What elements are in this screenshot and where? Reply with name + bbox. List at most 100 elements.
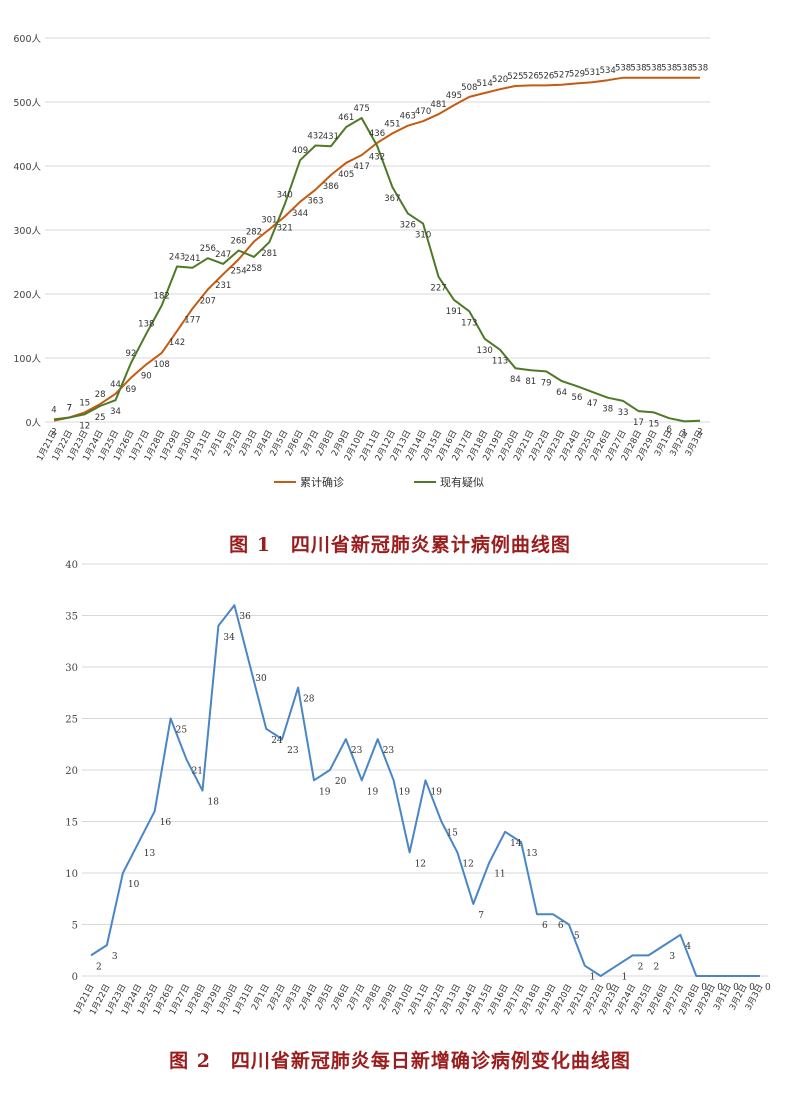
data-label: 11 — [494, 870, 505, 880]
data-label: 14 — [510, 839, 522, 849]
data-label: 47 — [587, 399, 598, 409]
data-label: 0 — [765, 983, 771, 993]
data-label: 470 — [415, 107, 431, 117]
legend-label-0: 累计确诊 — [300, 475, 344, 489]
y-tick-label: 600人 — [13, 34, 41, 45]
data-label: 23 — [383, 746, 395, 756]
data-label: 431 — [323, 132, 339, 142]
y-tick-label: 0 — [72, 972, 78, 983]
data-label: 113 — [492, 357, 508, 367]
data-label: 36 — [239, 612, 251, 622]
data-label: 19 — [319, 787, 331, 797]
data-label: 508 — [461, 83, 477, 93]
data-label: 2 — [697, 428, 702, 438]
y-tick-label: 25 — [65, 715, 78, 726]
data-label: 2 — [638, 962, 644, 972]
data-label: 4 — [51, 405, 56, 415]
data-label: 310 — [415, 231, 431, 241]
data-label: 7 — [67, 404, 72, 414]
data-label: 321 — [277, 224, 293, 234]
y-tick-label: 10 — [65, 869, 78, 880]
data-label: 514 — [477, 79, 493, 89]
data-label: 538 — [615, 64, 631, 74]
data-label: 254 — [230, 266, 246, 276]
data-label: 241 — [184, 254, 200, 264]
chart-1-caption: 图 1 四川省新冠肺炎累计病例曲线图 — [229, 534, 571, 556]
data-label: 84 — [510, 375, 521, 385]
data-label: 451 — [384, 119, 400, 129]
data-label: 25 — [95, 413, 106, 423]
data-label: 531 — [584, 68, 600, 78]
data-label: 12 — [462, 859, 473, 869]
data-label: 538 — [692, 64, 708, 74]
data-label: 130 — [477, 346, 493, 356]
chart-cumulative: 0人100人200人300人400人500人600人1月21日1月22日1月23… — [13, 34, 710, 489]
data-label: 417 — [354, 162, 370, 172]
data-label: 409 — [292, 146, 308, 156]
data-label: 30 — [255, 674, 267, 684]
chart-2-caption: 图 2 四川省新冠肺炎每日新增确诊病例变化曲线图 — [169, 1050, 631, 1072]
data-label: 256 — [200, 244, 216, 254]
data-label: 182 — [154, 292, 170, 302]
series-line-0 — [90, 604, 760, 977]
series-line-0 — [53, 76, 700, 422]
y-tick-label: 200人 — [13, 290, 41, 301]
y-tick-label: 100人 — [13, 354, 41, 365]
data-label: 6 — [558, 921, 564, 931]
data-label: 3 — [112, 952, 118, 962]
y-tick-label: 20 — [65, 766, 78, 777]
data-label: 81 — [525, 377, 536, 387]
data-label: 481 — [430, 100, 446, 110]
data-label: 23 — [351, 746, 363, 756]
data-label: 0 — [749, 983, 755, 993]
data-label: 247 — [215, 250, 231, 260]
data-label: 12 — [79, 421, 90, 431]
data-label: 526 — [538, 71, 554, 81]
y-tick-label: 300人 — [13, 226, 41, 237]
chart-daily-new: 05101520253035401月21日1月22日1月23日1月24日1月25… — [65, 560, 771, 1017]
data-label: 10 — [128, 880, 140, 890]
data-label: 12 — [415, 859, 426, 869]
y-tick-label: 15 — [65, 818, 78, 829]
data-label: 69 — [125, 385, 136, 395]
data-label: 38 — [602, 405, 613, 415]
data-label: 520 — [492, 75, 508, 85]
data-label: 432 — [369, 153, 385, 163]
data-label: 79 — [541, 378, 552, 388]
data-label: 538 — [646, 64, 662, 74]
data-label: 326 — [400, 220, 416, 230]
data-label: 0 — [717, 983, 723, 993]
data-label: 6 — [542, 921, 548, 931]
data-label: 2 — [51, 428, 56, 438]
data-label: 92 — [125, 349, 136, 359]
data-label: 56 — [572, 393, 583, 403]
data-label: 21 — [192, 767, 203, 777]
data-label: 108 — [154, 360, 170, 370]
series-line-1 — [53, 117, 701, 423]
data-label: 495 — [446, 91, 462, 101]
y-tick-label: 30 — [65, 663, 78, 674]
data-label: 2 — [654, 962, 660, 972]
data-label: 17 — [633, 418, 644, 428]
data-label: 461 — [338, 113, 354, 123]
data-label: 7 — [478, 911, 484, 921]
data-label: 340 — [277, 190, 293, 200]
data-label: 191 — [446, 307, 462, 317]
data-label: 463 — [400, 112, 416, 122]
data-label: 301 — [261, 215, 277, 225]
data-label: 527 — [553, 71, 569, 81]
data-label: 475 — [354, 104, 370, 114]
data-label: 243 — [169, 252, 185, 262]
data-label: 525 — [507, 72, 523, 82]
y-tick-label: 500人 — [13, 98, 41, 109]
data-label: 19 — [399, 787, 411, 797]
data-label: 207 — [200, 297, 216, 307]
data-label: 1 — [590, 973, 596, 983]
data-label: 538 — [630, 64, 646, 74]
data-label: 436 — [369, 129, 385, 139]
data-label: 16 — [160, 818, 172, 828]
data-label: 367 — [384, 194, 400, 204]
data-label: 34 — [110, 407, 121, 417]
y-tick-label: 35 — [65, 612, 78, 623]
data-label: 2 — [96, 962, 102, 972]
